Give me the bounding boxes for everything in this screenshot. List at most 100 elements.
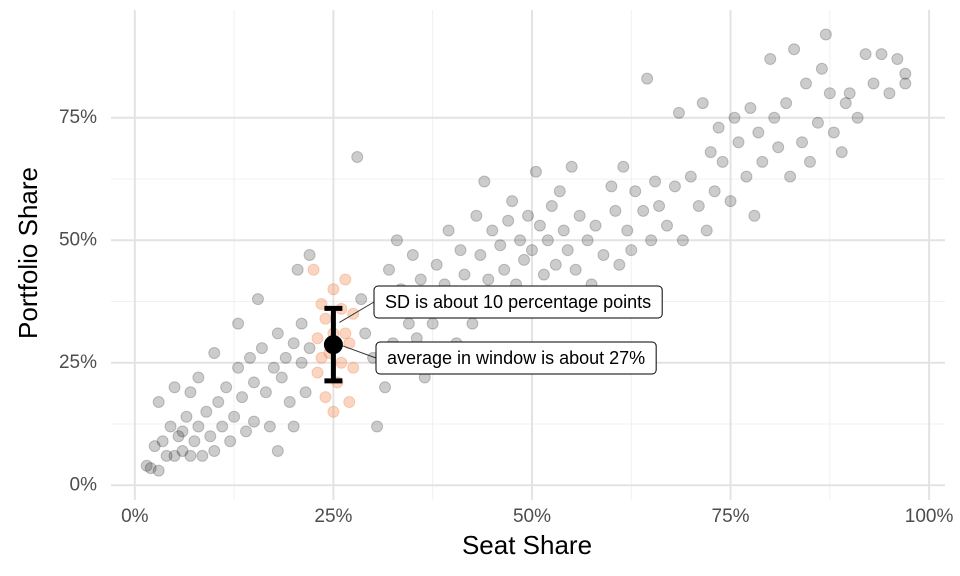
point bbox=[502, 214, 515, 227]
point bbox=[867, 77, 880, 90]
point bbox=[613, 258, 626, 271]
point bbox=[335, 356, 348, 369]
point bbox=[597, 249, 610, 261]
point bbox=[279, 351, 292, 364]
point bbox=[478, 175, 491, 188]
point bbox=[494, 239, 507, 252]
point bbox=[180, 410, 193, 423]
point bbox=[772, 141, 785, 154]
point bbox=[625, 244, 638, 257]
point bbox=[525, 244, 538, 257]
annotation-box bbox=[375, 341, 657, 375]
point bbox=[390, 234, 403, 247]
point bbox=[740, 170, 753, 183]
point bbox=[307, 263, 320, 276]
point bbox=[891, 53, 904, 65]
point bbox=[426, 317, 439, 330]
point bbox=[184, 386, 197, 399]
point bbox=[712, 121, 725, 134]
annotation-box bbox=[373, 285, 663, 319]
point bbox=[347, 361, 360, 374]
point bbox=[247, 415, 260, 428]
point bbox=[311, 332, 324, 345]
point bbox=[355, 293, 368, 306]
point bbox=[152, 464, 165, 477]
point bbox=[247, 376, 260, 389]
point bbox=[148, 440, 161, 453]
point bbox=[430, 258, 443, 271]
point bbox=[315, 298, 328, 310]
point bbox=[621, 224, 634, 237]
point bbox=[208, 347, 221, 359]
point bbox=[406, 249, 419, 261]
point bbox=[676, 234, 689, 247]
point bbox=[589, 219, 602, 232]
point bbox=[835, 146, 848, 159]
x-tick-label: 50% bbox=[513, 506, 551, 527]
point bbox=[466, 317, 479, 330]
point bbox=[482, 273, 495, 286]
point bbox=[851, 111, 864, 124]
point bbox=[204, 430, 217, 443]
point bbox=[692, 200, 705, 212]
point bbox=[351, 151, 364, 163]
point bbox=[287, 420, 300, 433]
point bbox=[823, 87, 836, 100]
point bbox=[172, 430, 185, 443]
annotation-text: SD is about 10 percentage points bbox=[385, 292, 651, 312]
point bbox=[327, 405, 340, 418]
point bbox=[295, 317, 308, 330]
point bbox=[152, 396, 165, 408]
point bbox=[196, 449, 209, 462]
point bbox=[875, 48, 888, 61]
point bbox=[486, 224, 499, 237]
point bbox=[259, 386, 272, 399]
point bbox=[803, 155, 816, 168]
x-tick-label: 75% bbox=[712, 506, 750, 527]
point bbox=[275, 371, 288, 384]
point bbox=[815, 62, 828, 75]
point bbox=[339, 327, 352, 340]
point bbox=[518, 253, 531, 266]
point bbox=[263, 420, 276, 433]
point bbox=[240, 425, 253, 438]
point bbox=[748, 209, 761, 222]
point bbox=[541, 234, 554, 247]
point bbox=[208, 445, 221, 457]
annotation-text: average in window is about 27% bbox=[387, 348, 645, 368]
mean-point bbox=[323, 335, 343, 355]
point bbox=[645, 234, 658, 247]
point bbox=[796, 136, 809, 149]
point bbox=[744, 102, 757, 114]
point bbox=[668, 180, 681, 193]
point bbox=[684, 170, 697, 183]
y-tick-label: 50% bbox=[59, 229, 97, 250]
point bbox=[319, 391, 332, 404]
point bbox=[819, 28, 832, 41]
point bbox=[533, 219, 546, 232]
point bbox=[788, 43, 801, 56]
point bbox=[315, 351, 328, 364]
point bbox=[529, 165, 542, 178]
point bbox=[553, 185, 566, 198]
point bbox=[176, 445, 189, 457]
point bbox=[581, 234, 594, 247]
x-tick-label: 0% bbox=[121, 506, 149, 527]
point bbox=[569, 263, 582, 276]
point bbox=[557, 224, 570, 237]
point bbox=[212, 396, 225, 408]
point bbox=[561, 244, 574, 257]
point bbox=[216, 420, 229, 433]
y-axis-title: Portfolio Share bbox=[13, 167, 43, 339]
point bbox=[514, 234, 527, 247]
point bbox=[303, 342, 316, 355]
point bbox=[609, 204, 622, 217]
point bbox=[319, 312, 332, 325]
point bbox=[565, 160, 578, 173]
point bbox=[192, 371, 205, 384]
point bbox=[506, 195, 519, 208]
x-tick-label: 25% bbox=[314, 506, 352, 527]
point bbox=[537, 268, 550, 281]
point bbox=[402, 317, 415, 330]
point bbox=[827, 126, 840, 139]
